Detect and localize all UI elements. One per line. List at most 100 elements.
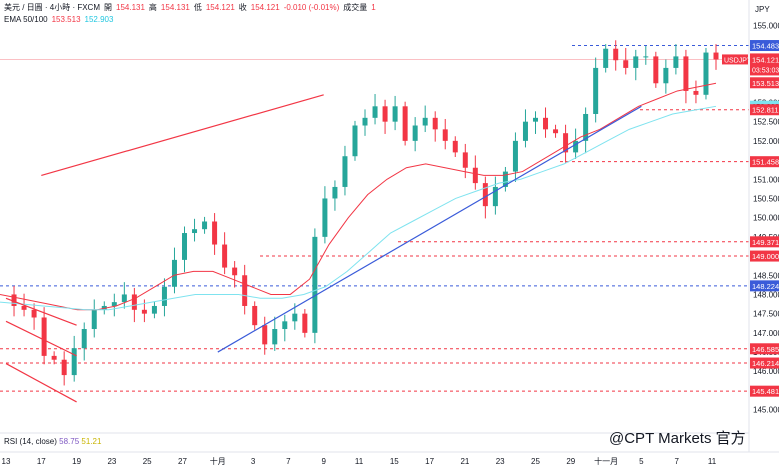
- close-value: 154.121: [250, 3, 280, 12]
- x-tick-label: 7: [286, 457, 291, 466]
- candle-body: [41, 317, 47, 356]
- x-tick-label: 十月: [210, 456, 226, 466]
- trendline-downtrend: [41, 94, 324, 177]
- rsi-label: RSI (14, close): [4, 437, 57, 446]
- candle-body: [703, 52, 709, 95]
- trendline-channel-mid: [5, 320, 77, 357]
- candle-body: [673, 56, 679, 68]
- close-label: 收: [238, 3, 247, 12]
- rsi-value-2: 51.21: [81, 437, 102, 446]
- candle-body: [262, 325, 268, 345]
- candle-body: [693, 90, 699, 95]
- ema100-line: [0, 105, 717, 311]
- trendline-uptrend: [217, 105, 642, 353]
- candle-body: [553, 129, 559, 134]
- candle-body: [352, 125, 358, 157]
- symbol-tag: USDJPY: [724, 57, 752, 64]
- y-tick-label: 151.000: [753, 175, 779, 184]
- x-tick-label: 23: [496, 457, 505, 466]
- x-tick-label: 9: [321, 457, 326, 466]
- candle-body: [11, 294, 17, 306]
- level-price-tag: 151.458: [752, 158, 779, 167]
- candle-body: [402, 106, 408, 141]
- level-price-tag-bg: [750, 236, 779, 248]
- candle-body: [131, 294, 137, 310]
- x-tick-label: 7: [674, 457, 679, 466]
- candle-body: [452, 140, 458, 153]
- candle-body: [362, 117, 368, 126]
- symbol-line: 美元 / 日圓 · 4小時 · FXCM: [4, 3, 100, 12]
- x-tick-label: 27: [178, 457, 187, 466]
- candle-body: [683, 56, 689, 91]
- open-value: 154.131: [116, 3, 145, 12]
- candle-body: [392, 106, 398, 122]
- high-value: 154.131: [160, 3, 190, 12]
- x-tick-label: 15: [390, 457, 399, 466]
- low-label: 低: [193, 3, 202, 12]
- y-tick-label: 147.000: [753, 329, 779, 338]
- change-value: -0.010 (-0.01%): [283, 3, 340, 12]
- candle-body: [633, 56, 639, 68]
- ema-label: EMA 50/100: [4, 15, 48, 24]
- level-price-tag: 154.483: [752, 42, 779, 51]
- candle-body: [653, 56, 659, 84]
- axis-unit-label: JPY: [755, 5, 770, 14]
- candle-body: [643, 56, 649, 58]
- candle-body: [372, 106, 378, 118]
- x-tick-label: 17: [37, 457, 46, 466]
- candle-body: [272, 329, 278, 345]
- candle-body: [292, 313, 298, 322]
- x-tick-label: 21: [460, 457, 469, 466]
- candle-body: [492, 186, 498, 207]
- level-price-tag: 146.214: [752, 359, 779, 368]
- x-tick-label: 十一月: [594, 456, 618, 466]
- x-tick-label: 13: [2, 457, 11, 466]
- trendline-channel-bottom: [5, 363, 77, 403]
- candle-body: [583, 113, 589, 141]
- candle-body: [502, 171, 508, 187]
- candle-body: [21, 305, 27, 310]
- rsi-value-1: 58.75: [59, 437, 80, 446]
- candle-body: [532, 117, 538, 122]
- x-tick-label: 25: [143, 457, 152, 466]
- level-price-tag: 149.000: [752, 252, 779, 261]
- y-tick-label: 155.000: [753, 22, 779, 31]
- candle-body: [512, 140, 518, 172]
- y-tick-label: 145.000: [753, 406, 779, 415]
- candle-body: [252, 305, 258, 326]
- level-price-tag: 152.811: [752, 106, 779, 115]
- y-tick-label: 152.500: [753, 118, 779, 127]
- rsi-legend: RSI (14, close) 58.75 51.21: [4, 437, 101, 446]
- level-price-tag: 153.513: [752, 79, 779, 88]
- candle-body: [432, 117, 438, 130]
- high-label: 高: [148, 3, 157, 12]
- candle-body: [613, 48, 619, 61]
- candle-body: [212, 221, 218, 245]
- candle-body: [593, 67, 599, 114]
- candle-body: [61, 359, 67, 376]
- y-tick-label: 152.000: [753, 137, 779, 146]
- candle-body: [141, 309, 147, 314]
- x-tick-label: 29: [566, 457, 575, 466]
- candle-body: [302, 313, 308, 333]
- candle-body: [623, 60, 629, 68]
- candle-countdown: 03:53:03: [752, 67, 779, 74]
- ema100-value: 152.903: [84, 15, 114, 24]
- x-tick-label: 19: [72, 457, 81, 466]
- x-tick-label: 25: [531, 457, 540, 466]
- candle-body: [192, 229, 198, 234]
- candle-body: [482, 183, 488, 207]
- candle-body: [171, 259, 177, 287]
- candle-body: [31, 309, 37, 318]
- volume-label: 成交量: [343, 3, 368, 12]
- level-price-tag-bg: [750, 77, 779, 89]
- candle-body: [222, 244, 228, 268]
- candle-body: [663, 67, 669, 84]
- candle-body: [713, 52, 719, 60]
- candle-body: [121, 294, 127, 303]
- x-tick-label: 11: [708, 457, 717, 466]
- ema50-line: [0, 82, 717, 311]
- x-tick-label: 17: [425, 457, 434, 466]
- candle-body: [71, 348, 77, 376]
